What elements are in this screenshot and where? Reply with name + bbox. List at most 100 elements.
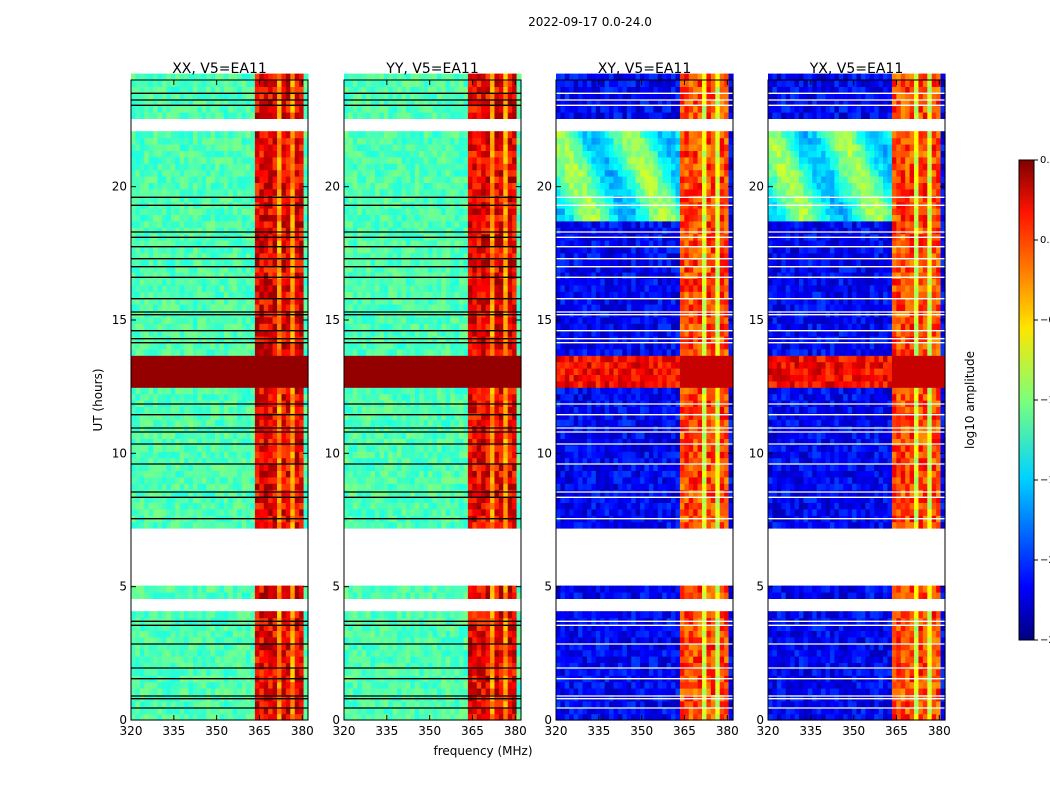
heatmap-cell [166,701,171,708]
heatmap-cell [140,611,145,618]
heatmap-cell [237,445,242,452]
heatmap-cell [220,688,225,695]
heatmap-cell [211,419,216,426]
heatmap-cell [166,630,171,637]
heatmap-cell [490,701,495,708]
heatmap-cell [193,483,198,490]
heatmap-cell [184,144,189,151]
heatmap-cell [166,637,171,644]
heatmap-cell [206,688,211,695]
heatmap-cell [437,586,442,593]
heatmap-cell [286,221,291,228]
heatmap-cell [175,688,180,695]
heatmap-cell [158,112,163,119]
heatmap-cell [450,522,455,529]
heatmap-cell [281,394,286,401]
heatmap-cell [237,170,242,177]
heatmap-cell [406,669,411,676]
heatmap-cell [348,592,353,599]
heatmap-cell [206,182,211,189]
heatmap-cell [290,285,295,292]
heatmap-cell [388,464,393,471]
heatmap-cell [237,208,242,215]
heatmap-cell [353,682,358,689]
heatmap-cell [472,630,477,637]
heatmap-cell [175,509,180,516]
heatmap-cell [224,355,229,362]
heatmap-cell [237,413,242,420]
heatmap-cell [375,464,380,471]
heatmap-cell [197,381,202,388]
heatmap-cell [228,189,233,196]
heatmap-cell [295,157,300,164]
heatmap-cell [242,163,247,170]
heatmap-cell [494,656,499,663]
heatmap-cell [189,470,194,477]
heatmap-cell [299,246,304,253]
heatmap-cell [233,368,238,375]
heatmap-cell [468,592,473,599]
heatmap-cell [158,355,163,362]
heatmap-cell [149,362,154,369]
heatmap-cell [424,451,429,458]
heatmap-cell [144,630,149,637]
heatmap-cell [259,490,264,497]
heatmap-cell [149,285,154,292]
heatmap-cell [197,650,202,657]
heatmap-cell [233,240,238,247]
heatmap-cell [144,374,149,381]
heatmap-cell [228,387,233,394]
heatmap-cell [131,413,136,420]
heatmap-cell [237,522,242,529]
heatmap-cell [410,470,415,477]
heatmap-cell [446,637,451,644]
heatmap-cell [281,246,286,253]
heatmap-cell [184,323,189,330]
heatmap-cell [140,144,145,151]
heatmap-cell [281,490,286,497]
heatmap-cell [140,176,145,183]
heatmap-cell [366,630,371,637]
heatmap-cell [215,394,220,401]
heatmap-cell [224,304,229,311]
heatmap-cell [149,163,154,170]
heatmap-cell [255,342,260,349]
heatmap-cell [250,195,255,202]
heatmap-cell [193,182,198,189]
heatmap-cell [197,227,202,234]
heatmap-cell [140,317,145,324]
heatmap-cell [290,413,295,420]
heatmap-cell [290,387,295,394]
heatmap-cell [153,323,158,330]
heatmap-cell [153,374,158,381]
heatmap-cell [166,419,171,426]
heatmap-cell [149,86,154,93]
heatmap-cell [512,592,517,599]
heatmap-cell [162,163,167,170]
heatmap-cell [197,682,202,689]
heatmap-cell [264,182,269,189]
heatmap-cell [189,304,194,311]
heatmap-cell [242,682,247,689]
heatmap-cell [388,650,393,657]
heatmap-cell [131,483,136,490]
heatmap-cell [131,246,136,253]
heatmap-cell [388,451,393,458]
heatmap-cell [171,214,176,221]
heatmap-cell [149,170,154,177]
heatmap-cell [211,291,216,298]
heatmap-cell [281,637,286,644]
heatmap-cell [255,413,260,420]
heatmap-cell [259,688,264,695]
heatmap-cell [290,509,295,516]
heatmap-cell [494,470,499,477]
heatmap-cell [197,304,202,311]
heatmap-cell [180,368,185,375]
heatmap-cell [290,586,295,593]
heatmap-cell [140,445,145,452]
heatmap-cell [494,509,499,516]
heatmap-cell [362,490,367,497]
heatmap-cell [158,214,163,221]
heatmap-cell [433,490,438,497]
heatmap-cell [184,592,189,599]
